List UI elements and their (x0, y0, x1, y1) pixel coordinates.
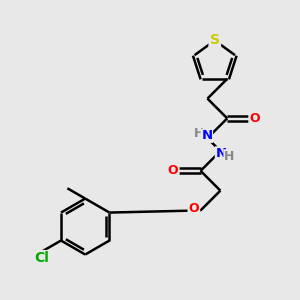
Text: Cl: Cl (34, 251, 49, 265)
Text: S: S (210, 34, 220, 47)
Text: H: H (194, 127, 204, 140)
Text: N: N (201, 129, 212, 142)
Text: H: H (224, 150, 234, 163)
Text: O: O (168, 164, 178, 177)
Text: N: N (215, 147, 226, 160)
Text: O: O (250, 112, 260, 125)
Text: O: O (188, 202, 199, 215)
